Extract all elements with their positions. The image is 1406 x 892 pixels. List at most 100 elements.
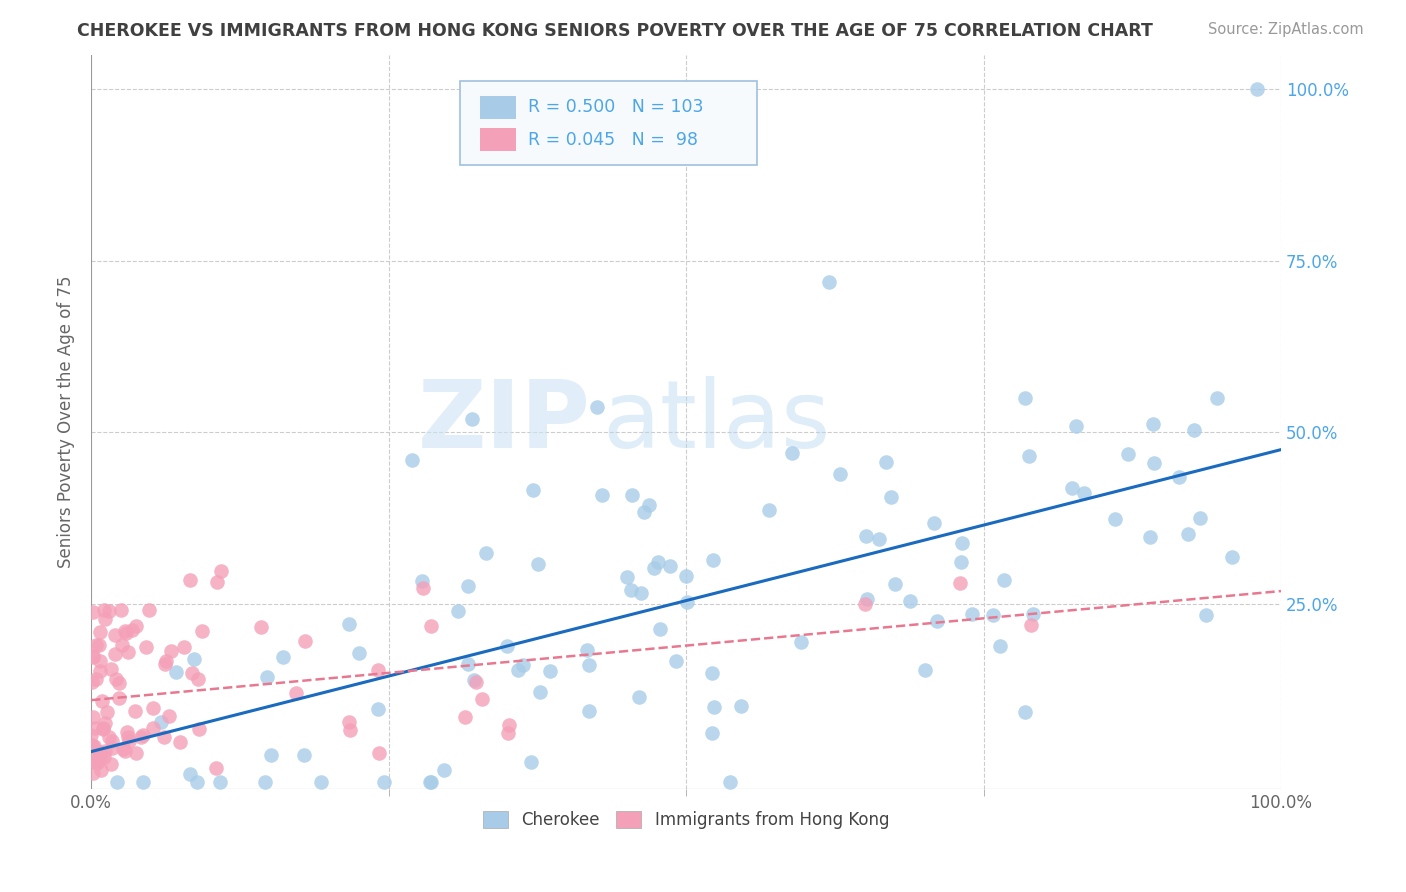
Point (465, 675, 488, 690)
Point (173, 640, 195, 654)
Point (496, 725, 519, 739)
Point (93, 716, 115, 731)
Point (1220, 549, 1243, 564)
Point (949, 576, 972, 591)
Point (337, 714, 360, 729)
Point (780, 445, 803, 459)
Point (457, 579, 479, 593)
Point (522, 483, 544, 497)
Point (880, 490, 903, 504)
Legend: Cherokee, Immigrants from Hong Kong: Cherokee, Immigrants from Hong Kong (477, 805, 896, 836)
Point (471, 691, 494, 706)
Point (702, 553, 724, 567)
Point (1182, 423, 1205, 437)
Point (98, 604, 121, 618)
Point (165, 665, 187, 680)
Point (367, 702, 389, 716)
Point (676, 595, 699, 609)
Point (142, 700, 165, 714)
Point (658, 558, 681, 573)
Point (1073, 486, 1095, 500)
Point (420, 619, 443, 633)
Text: R = 0.045   N =  98: R = 0.045 N = 98 (527, 130, 697, 149)
Point (1064, 418, 1087, 433)
Point (856, 591, 879, 606)
Point (993, 573, 1015, 587)
Point (1018, 449, 1040, 463)
Point (183, 652, 205, 666)
Point (80, 728, 103, 742)
Point (702, 665, 724, 680)
Point (1206, 391, 1229, 405)
Point (538, 665, 561, 679)
Point (1118, 447, 1140, 461)
Point (875, 455, 897, 469)
Point (101, 733, 124, 747)
Point (84, 639, 107, 653)
Text: atlas: atlas (603, 376, 831, 468)
Point (373, 775, 395, 789)
Point (457, 657, 479, 671)
Point (463, 673, 485, 687)
Point (419, 775, 441, 789)
Point (100, 756, 122, 771)
Point (150, 715, 173, 730)
Point (93, 603, 115, 617)
Point (82, 606, 104, 620)
Point (647, 555, 669, 569)
Text: R = 0.500   N = 103: R = 0.500 N = 103 (527, 98, 703, 116)
Point (90, 763, 112, 777)
Point (1014, 706, 1036, 720)
Point (83, 739, 105, 753)
Point (1104, 512, 1126, 526)
Point (950, 556, 973, 570)
Point (578, 704, 600, 718)
Point (89, 654, 111, 668)
Point (339, 723, 361, 738)
Point (633, 505, 655, 519)
Point (527, 557, 550, 571)
Point (520, 755, 543, 769)
Point (110, 603, 132, 617)
Point (1143, 456, 1166, 470)
Point (191, 624, 214, 638)
Point (82, 766, 104, 780)
Point (1139, 530, 1161, 544)
Point (855, 529, 877, 543)
Point (621, 488, 644, 502)
Point (205, 574, 228, 589)
Point (87, 755, 110, 769)
Point (100, 662, 122, 676)
Point (474, 546, 496, 560)
Point (703, 699, 725, 714)
Point (89, 747, 111, 762)
Point (337, 616, 360, 631)
Point (988, 640, 1011, 654)
FancyBboxPatch shape (460, 81, 758, 165)
Point (650, 622, 672, 636)
Y-axis label: Seniors Poverty Over the Age of 75: Seniors Poverty Over the Age of 75 (58, 276, 75, 568)
Point (1177, 526, 1199, 541)
Point (107, 675, 129, 690)
Point (1142, 417, 1164, 431)
Point (89, 624, 111, 639)
Point (83, 721, 105, 735)
Point (124, 747, 146, 761)
Point (91, 723, 114, 737)
Point (884, 577, 907, 591)
Point (125, 619, 148, 633)
Point (80, 738, 103, 752)
Point (132, 728, 155, 742)
Point (575, 642, 598, 657)
Point (914, 663, 936, 677)
Point (180, 666, 202, 681)
Point (94, 744, 117, 758)
Point (630, 586, 652, 600)
Point (1167, 469, 1189, 483)
Point (117, 645, 139, 659)
Point (853, 597, 876, 611)
Point (250, 619, 273, 633)
Point (90, 693, 112, 707)
Point (898, 594, 921, 608)
Point (135, 640, 157, 655)
